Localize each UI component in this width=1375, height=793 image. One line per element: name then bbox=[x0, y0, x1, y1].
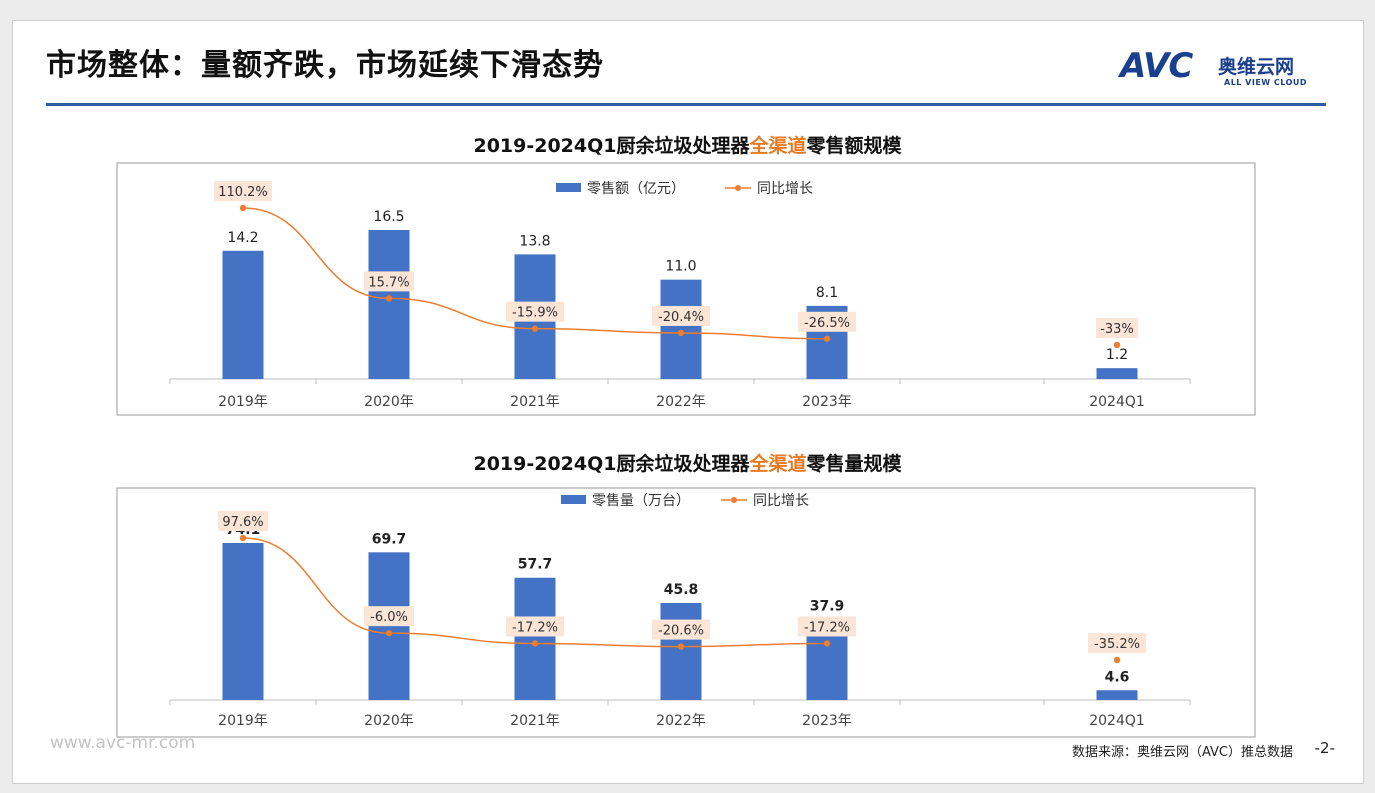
legend-marker-line bbox=[731, 497, 737, 503]
page-title: 市场整体：量额齐跌，市场延续下滑态势 bbox=[46, 48, 604, 83]
legend-label-bar: 零售额（亿元） bbox=[587, 181, 685, 197]
x-tick-label: 2023年 bbox=[802, 713, 852, 729]
bar bbox=[660, 602, 702, 700]
growth-point bbox=[385, 629, 393, 637]
x-tick-label: 2022年 bbox=[656, 394, 706, 410]
bar bbox=[1096, 690, 1138, 700]
bar bbox=[222, 543, 264, 700]
x-tick-label: 2020年 bbox=[364, 394, 414, 410]
bar bbox=[660, 279, 702, 379]
legend-marker-line bbox=[735, 185, 741, 191]
page-number: -2- bbox=[1314, 739, 1335, 757]
bar bbox=[222, 250, 264, 379]
growth-label-bg bbox=[1088, 633, 1146, 653]
growth-label-bg bbox=[218, 511, 268, 531]
growth-line bbox=[242, 537, 828, 648]
x-tick-label: 2023年 bbox=[802, 394, 852, 410]
growth-point bbox=[1113, 341, 1121, 349]
growth-point bbox=[239, 534, 247, 542]
chart-title-post: 零售量规模 bbox=[806, 453, 902, 475]
legend-swatch-bar bbox=[561, 495, 586, 504]
bar-value-label: 16.5 bbox=[373, 209, 404, 225]
x-tick-label: 2022年 bbox=[656, 713, 706, 729]
bar-value-label: 45.8 bbox=[664, 582, 699, 598]
growth-label-bg bbox=[364, 271, 414, 292]
x-tick-label: 2024Q1 bbox=[1089, 394, 1145, 410]
x-tick-label: 2020年 bbox=[364, 713, 414, 729]
bar-value-label: 11.0 bbox=[665, 259, 696, 275]
x-tick-label: 2024Q1 bbox=[1089, 713, 1145, 729]
growth-label-bg bbox=[364, 606, 414, 627]
bar bbox=[514, 577, 556, 700]
growth-label: -17.2% bbox=[512, 620, 558, 635]
logo-mark: AVC bbox=[1120, 46, 1193, 86]
chart-title-post: 零售额规模 bbox=[806, 135, 902, 157]
growth-label-bg bbox=[798, 311, 856, 332]
growth-label: 15.7% bbox=[368, 275, 409, 290]
title-divider bbox=[46, 103, 1326, 106]
legend-label-line: 同比增长 bbox=[757, 181, 813, 197]
growth-label-bg bbox=[1096, 318, 1138, 338]
x-tick-label: 2021年 bbox=[510, 713, 560, 729]
legend-label-bar: 零售量（万台） bbox=[592, 493, 690, 509]
legend-label-line: 同比增长 bbox=[753, 493, 809, 509]
growth-label: -33% bbox=[1100, 322, 1134, 337]
bar-value-label: 37.9 bbox=[810, 599, 845, 615]
growth-label: 110.2% bbox=[218, 185, 268, 200]
growth-label-bg bbox=[652, 619, 710, 640]
plot-frame bbox=[116, 487, 1256, 738]
growth-point bbox=[823, 640, 831, 647]
chart-title-highlight: 全渠道 bbox=[749, 453, 807, 475]
growth-label-bg bbox=[214, 181, 272, 201]
bar-value-label: 8.1 bbox=[816, 285, 838, 301]
growth-point bbox=[1113, 656, 1121, 664]
bar-value-label: 69.7 bbox=[372, 531, 407, 547]
growth-label: -35.2% bbox=[1094, 637, 1140, 652]
growth-label: -20.6% bbox=[658, 624, 704, 639]
growth-label: -15.9% bbox=[512, 306, 558, 321]
growth-point bbox=[823, 335, 831, 342]
chart-title-sales-volume: 2019-2024Q1厨余垃圾处理器全渠道零售量规模 bbox=[0, 449, 1375, 476]
growth-point bbox=[531, 640, 539, 647]
growth-line bbox=[242, 207, 828, 340]
bar bbox=[1096, 368, 1138, 379]
growth-point bbox=[239, 204, 247, 212]
logo-chinese-name: 奥维云网 bbox=[1218, 56, 1295, 78]
website-watermark: www.avc-mr.com bbox=[50, 733, 196, 753]
x-tick-label: 2019年 bbox=[218, 713, 268, 729]
chart-title-pre: 2019-2024Q1厨余垃圾处理器 bbox=[473, 453, 750, 475]
growth-label: -26.5% bbox=[804, 316, 850, 331]
growth-label: 97.6% bbox=[222, 515, 263, 530]
growth-point bbox=[385, 295, 393, 302]
chart-title-pre: 2019-2024Q1厨余垃圾处理器 bbox=[473, 135, 750, 157]
growth-label: -20.4% bbox=[658, 310, 704, 325]
x-tick-label: 2019年 bbox=[218, 394, 268, 410]
growth-label: -6.0% bbox=[370, 610, 408, 625]
bar bbox=[368, 230, 410, 379]
data-source-note: 数据来源：奥维云网（AVC）推总数据 bbox=[1071, 745, 1293, 760]
plot-frame bbox=[116, 162, 1256, 416]
chart-title-sales-value: 2019-2024Q1厨余垃圾处理器全渠道零售额规模 bbox=[0, 131, 1375, 158]
growth-label: -17.2% bbox=[804, 620, 850, 635]
bar-value-label: 1.2 bbox=[1106, 347, 1128, 363]
growth-label-bg bbox=[506, 301, 564, 322]
bar-value-label: 4.6 bbox=[1105, 669, 1130, 685]
bar-value-label: 57.7 bbox=[518, 557, 553, 573]
chart-title-highlight: 全渠道 bbox=[749, 135, 807, 157]
avc-logo: AVC 奥维云网 ALL VIEW CLOUD bbox=[1120, 46, 1330, 96]
growth-point bbox=[677, 643, 685, 650]
logo-english-name: ALL VIEW CLOUD bbox=[1224, 78, 1308, 87]
bar-value-label: 13.8 bbox=[519, 233, 550, 249]
growth-label-bg bbox=[798, 616, 856, 637]
legend-swatch-bar bbox=[556, 183, 581, 192]
x-tick-label: 2021年 bbox=[510, 394, 560, 410]
bar-value-label: 14.2 bbox=[227, 230, 258, 246]
growth-label-bg bbox=[506, 616, 564, 637]
growth-point bbox=[677, 329, 685, 337]
growth-point bbox=[531, 325, 539, 332]
growth-label-bg bbox=[652, 305, 710, 326]
